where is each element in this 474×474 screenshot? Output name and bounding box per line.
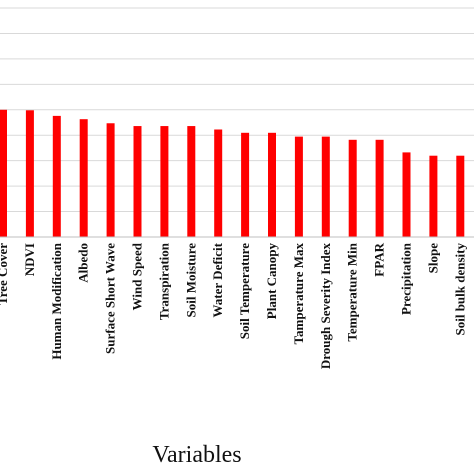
bar [456, 155, 465, 237]
x-tick-label: Drough Severity Index [318, 243, 333, 370]
bar [321, 136, 330, 237]
bar [52, 115, 61, 237]
x-tick-label: Soil bulk density [452, 243, 467, 336]
bar [133, 126, 142, 237]
x-tick-label: Transpiration [156, 242, 171, 320]
bar [106, 123, 115, 237]
x-tick-label: Albedo [76, 243, 91, 283]
x-tick-label: Temperature Min [345, 242, 360, 341]
bar [429, 155, 438, 237]
x-tick-label: Soil Temperature [237, 243, 252, 339]
bar [241, 132, 250, 237]
x-tick-label: Water Deficit [210, 242, 225, 317]
x-tick-label: Human Modification [49, 242, 64, 359]
bar [187, 126, 196, 237]
bar [214, 129, 223, 237]
x-tick-labels: Tree Cover NDVI Human Modification Albedo Su… [0, 242, 467, 369]
x-tick-label: FPAR [372, 242, 387, 276]
bar [160, 126, 169, 237]
bars [0, 109, 465, 237]
x-tick-label: Tamperature Max [291, 243, 306, 345]
bar [294, 136, 303, 237]
bar [268, 132, 276, 237]
x-tick-label: Surface Short Wave [103, 243, 118, 354]
gridlines [0, 7, 474, 213]
bar [375, 139, 384, 237]
bar [402, 152, 411, 237]
x-tick-label: Slope [425, 243, 440, 274]
bar [348, 139, 357, 237]
x-tick-label: Plant Canopy [264, 243, 279, 320]
x-tick-label: Tree Cover [0, 243, 10, 305]
x-tick-label: NDVI [22, 243, 37, 276]
x-tick-label: Precipitation [399, 242, 414, 315]
bar [0, 109, 7, 237]
x-tick-label: Soil Moisture [183, 243, 198, 318]
bar [79, 119, 88, 237]
x-tick-label: Wind Speed [130, 242, 145, 310]
x-axis-title: Variables [152, 442, 241, 468]
bar [25, 110, 34, 237]
